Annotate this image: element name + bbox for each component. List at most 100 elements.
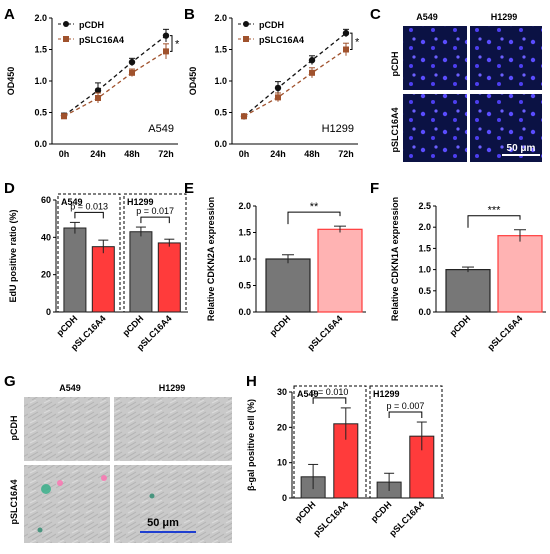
chart-b-x-tick-label: 0h: [239, 149, 250, 159]
chart-h-y-tick-label: 10: [277, 458, 287, 468]
panel-label-e: E: [184, 180, 194, 197]
chart-b-significance-bracket: [350, 32, 353, 50]
chart-f-y-axis-label: Relative CDKN1A expression: [390, 197, 400, 321]
chart-d-bar: [157, 242, 181, 313]
chart-a-y-tick-label: 2.0: [34, 13, 47, 23]
chart-h-y-axis-label: β-gal positive cell (%): [246, 399, 256, 491]
chart-a-significance-bracket: [170, 35, 173, 52]
chart-f-significance-mark: ***: [488, 205, 502, 217]
panel-label-g: G: [4, 373, 16, 390]
stained-cell-mark: [57, 480, 63, 486]
chart-a-point: [129, 69, 135, 76]
panel-c-row-label-pcdh: pCDH: [390, 52, 400, 77]
chart-e-y-tick-label: 2.0: [238, 201, 251, 211]
chart-d-group-box: [123, 193, 187, 313]
chart-e-bar: [317, 228, 363, 313]
chart-d-bar: [63, 227, 87, 313]
chart-d-group-label: H1299: [127, 197, 154, 207]
chart-d-group-label: A549: [61, 197, 83, 207]
chart-h-y-tick-label: 0: [282, 493, 287, 503]
chart-b-y-tick-label: 0.0: [214, 139, 227, 149]
chart-a-x-tick-label: 48h: [124, 149, 140, 159]
chart-h-group-label: H1299: [373, 389, 400, 399]
chart-e: 0.0 0.5 1.0 1.5 2.0 Relative CDKN2A expressio…: [206, 197, 366, 352]
chart-e-y-axis-label: Relative CDKN2A expression: [206, 197, 216, 321]
chart-h-group-label: A549: [297, 389, 319, 399]
chart-a-point: [61, 113, 67, 120]
chart-b-y-tick-label: 0.5: [214, 108, 227, 118]
chart-d-p-value: p = 0.013: [70, 201, 108, 211]
chart-f-x-tick-label: pCDH: [448, 313, 473, 338]
chart-d-significance-bracket: [140, 216, 170, 224]
micrograph-g-a549-pcdh: [24, 397, 110, 461]
chart-h-y-tick-label: 30: [277, 387, 287, 397]
panel-g-col-label-a549: A549: [59, 383, 81, 393]
panel-label-h: H: [246, 373, 257, 390]
chart-e-y-tick-label: 0.5: [238, 281, 251, 291]
chart-d-x-tick-label: pCDH: [55, 313, 80, 338]
chart-d-y-tick-label: 60: [41, 195, 51, 205]
micrograph-c-h1299-pslc16a4: [470, 94, 542, 162]
panel-g-col-label-h1299: H1299: [159, 383, 186, 393]
chart-d-significance-bracket: [74, 211, 104, 219]
panel-c-micrographs: A549 H1299 pCDH pSLC16A4 50 μm: [390, 12, 542, 162]
chart-d-group-box: [57, 193, 121, 313]
panel-label-b: B: [184, 6, 195, 23]
chart-f-bar: [445, 269, 491, 313]
chart-f-x-tick-label: pSLC16A4: [486, 313, 525, 352]
panel-label-c: C: [370, 6, 381, 23]
chart-h-x-tick-label: pSLC16A4: [311, 499, 350, 538]
chart-h-group-box: [293, 385, 367, 499]
panel-c-row-label-pslc16a4: pSLC16A4: [390, 107, 400, 152]
chart-a-point: [162, 32, 170, 39]
micrograph-g-h1299-pcdh: [114, 397, 232, 461]
chart-f-y-tick-label: 0.0: [418, 307, 431, 317]
chart-b-y-tick-label: 1.0: [214, 76, 227, 86]
chart-e-y-tick-label: 1.5: [238, 228, 251, 238]
chart-a-significance-mark: *: [175, 39, 180, 51]
chart-a: 0.0 0.5 1.0 1.5 2.0 OD450 0h 24h 48h 72h pCDH pSLC1…: [6, 13, 180, 159]
chart-f: 0.0 0.5 1.0 1.5 2.0 2.5 Relative CDKN1A expres…: [390, 197, 546, 352]
chart-b-point: [275, 94, 281, 101]
chart-e-x-tick-label: pCDH: [268, 313, 293, 338]
chart-d-x-tick-label: pCDH: [121, 313, 146, 338]
chart-d-y-axis-label: EdU positive ratio (%): [8, 209, 18, 302]
chart-a-y-tick-label: 0.0: [34, 139, 47, 149]
micrograph-c-h1299-pcdh: [470, 26, 542, 90]
panel-c-col-label-a549: A549: [416, 12, 438, 22]
chart-b-series-line: [243, 32, 347, 117]
chart-a-series-line: [63, 35, 167, 117]
chart-d-y-tick-label: 0: [46, 307, 51, 317]
chart-h-y-tick-label: 20: [277, 422, 287, 432]
chart-f-y-tick-label: 1.0: [418, 265, 431, 275]
chart-b-legend-marker: [243, 21, 249, 27]
chart-h-x-tick-label: pCDH: [293, 499, 318, 524]
chart-d-p-value: p = 0.017: [136, 206, 174, 216]
chart-f-significance-bracket: [467, 215, 521, 228]
panel-c-col-label-h1299: H1299: [491, 12, 518, 22]
chart-b-point: [274, 84, 282, 92]
chart-b-series-line: [243, 48, 347, 117]
chart-b-x-tick-label: 24h: [270, 149, 286, 159]
chart-h-x-tick-label: pSLC16A4: [387, 499, 426, 538]
chart-f-bar: [497, 235, 543, 313]
chart-h-significance-bracket: [312, 397, 347, 404]
chart-a-x-tick-label: 24h: [90, 149, 106, 159]
chart-a-point: [95, 95, 101, 102]
chart-a-x-tick-label: 72h: [158, 149, 174, 159]
chart-h-x-tick-label: pCDH: [369, 499, 394, 524]
panel-g-row-label-pcdh: pCDH: [9, 416, 19, 441]
chart-a-legend-label: pSLC16A4: [79, 35, 124, 45]
chart-b-legend-marker: [243, 36, 249, 42]
scale-bar-g-label: 50 μm: [147, 517, 179, 529]
chart-e-y-tick-label: 1.0: [238, 254, 251, 264]
chart-b-x-tick-label: 72h: [338, 149, 354, 159]
chart-h-significance-bracket: [388, 411, 423, 419]
chart-b-x-tick-label: 48h: [304, 149, 320, 159]
chart-b-legend-label: pSLC16A4: [259, 35, 304, 45]
micrograph-c-a549-pcdh: [403, 26, 467, 90]
micrograph-c-a549-pslc16a4: [403, 94, 467, 162]
panel-g-row-label-pslc16a4: pSLC16A4: [9, 479, 19, 524]
chart-b-y-tick-label: 2.0: [214, 13, 227, 23]
panel-label-d: D: [4, 180, 15, 197]
